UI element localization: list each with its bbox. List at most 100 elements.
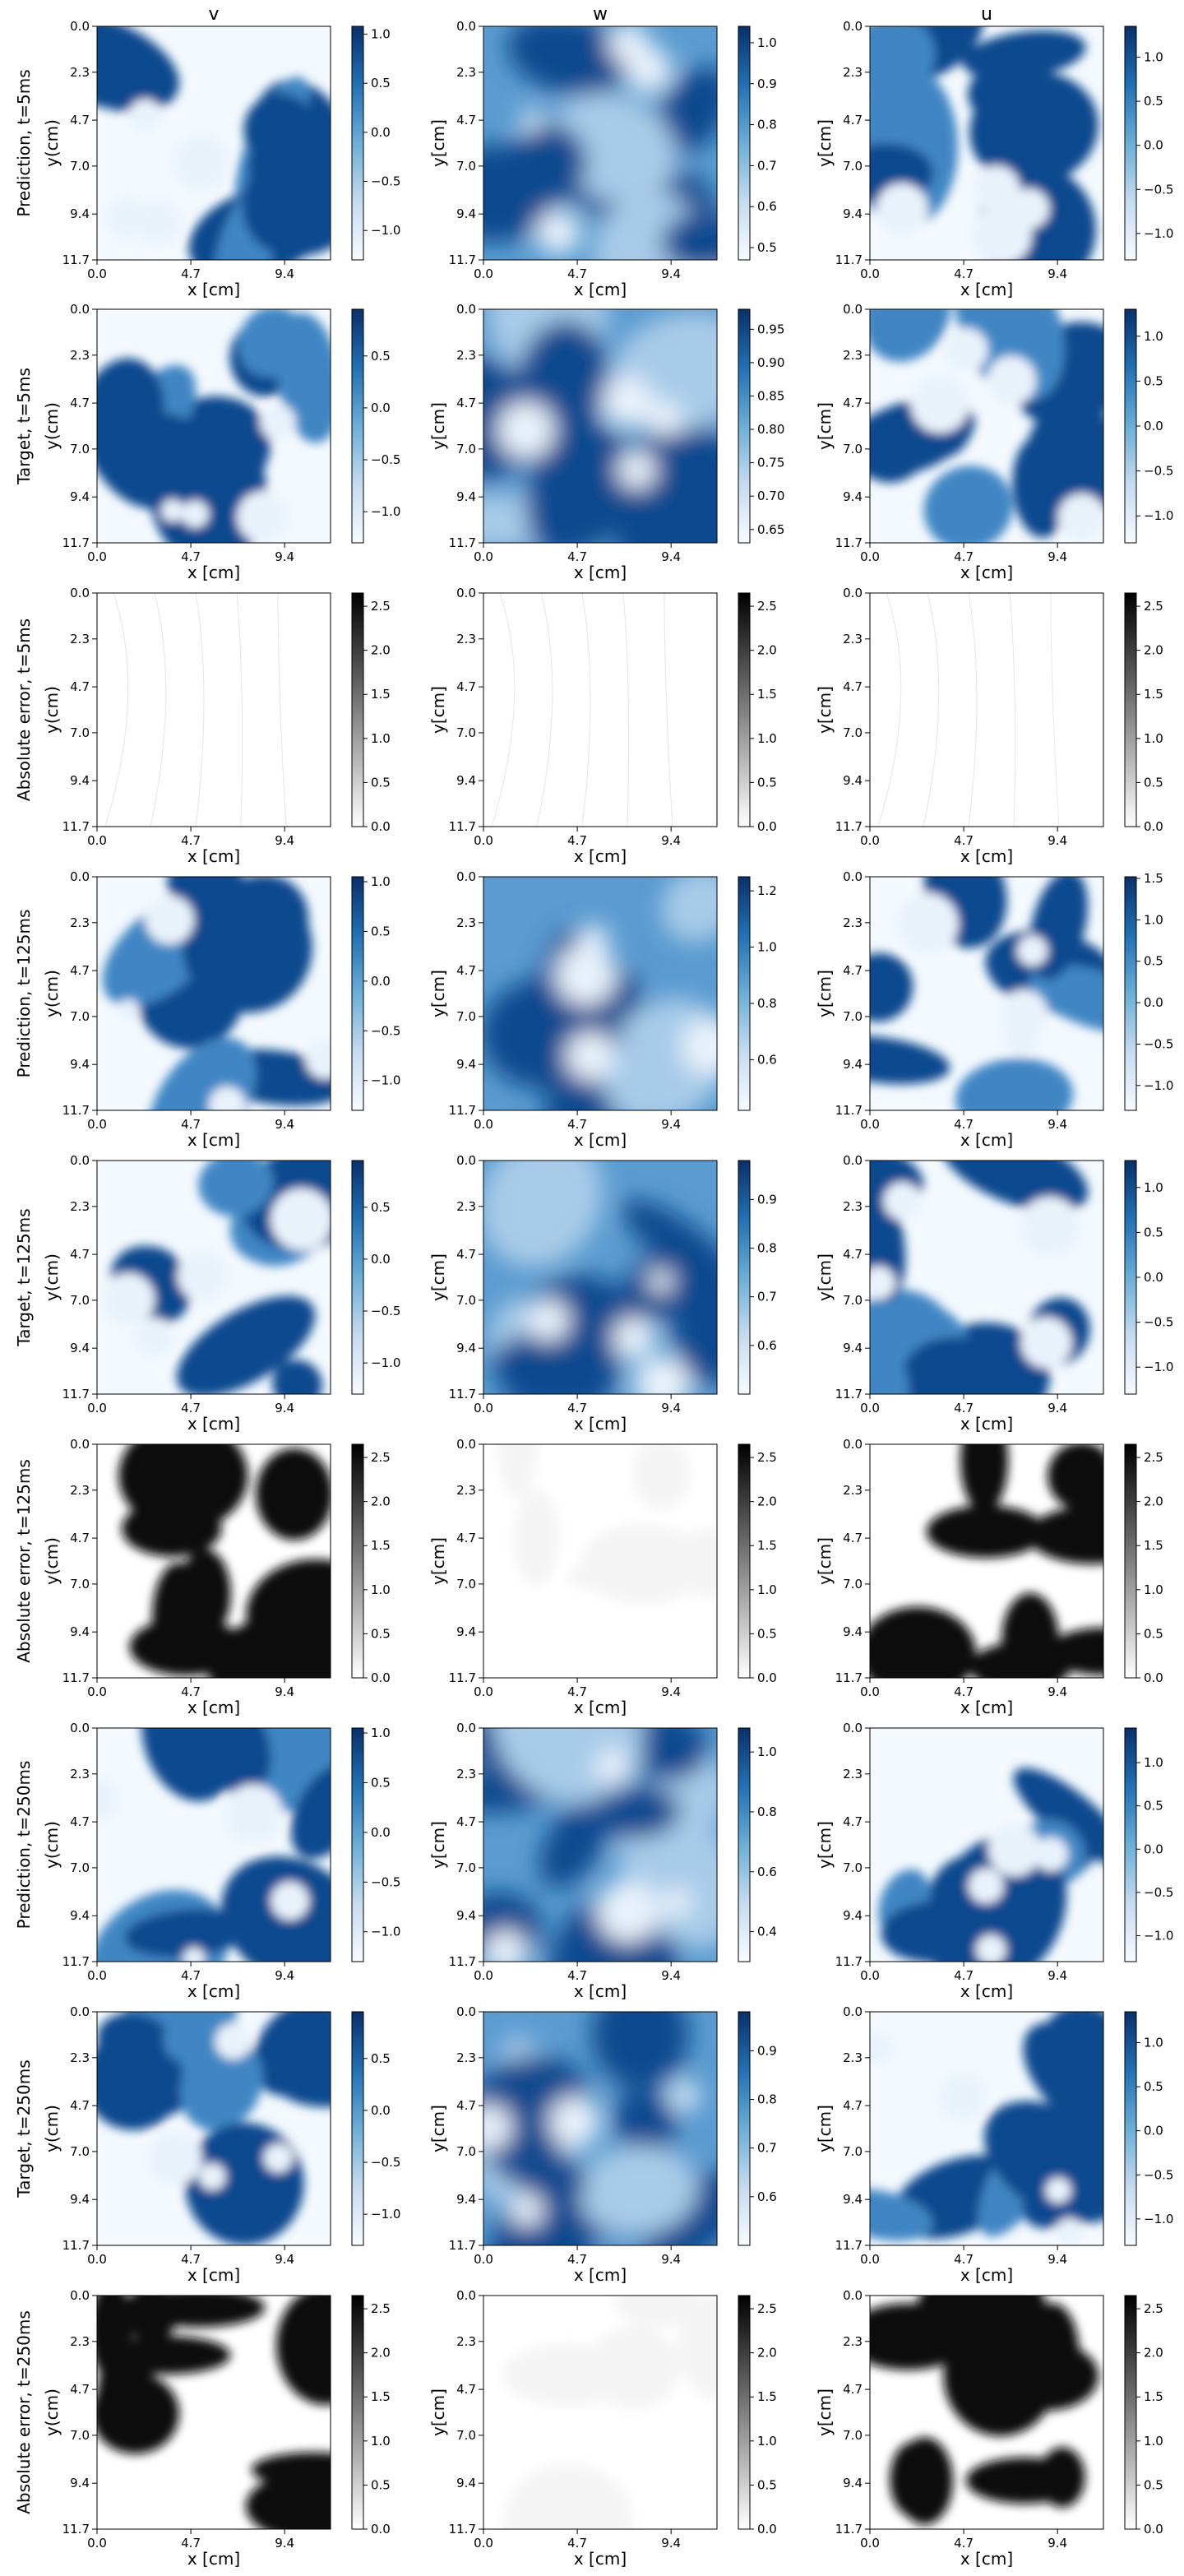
y-tick-label: 9.4: [70, 1057, 90, 1072]
y-tick-label: 7.0: [70, 1293, 90, 1308]
colorbar-tick-label: 2.5: [1144, 2301, 1163, 2316]
y-tick-label: 4.7: [456, 679, 476, 694]
y-tick-label: 7.0: [843, 159, 863, 174]
x-axis-label: x [cm]: [960, 1981, 1013, 2001]
y-tick-label: 11.7: [62, 2522, 90, 2537]
plot-frame: [96, 2011, 331, 2246]
colorbar: [351, 1160, 364, 1395]
colorbar-tick-label: 0.0: [1144, 2124, 1163, 2138]
heatmap-image: [870, 2012, 1103, 2245]
x-tick-label: 4.7: [954, 549, 974, 564]
x-tick-label: 9.4: [1048, 1117, 1067, 1132]
colorbar-tick-label: 0.6: [757, 1338, 777, 1353]
colorbar: [351, 2295, 364, 2530]
colorbar-tick-label: 1.5: [1144, 687, 1163, 702]
colorbar-tick-label: 1.5: [371, 687, 391, 702]
x-tick-label: 4.7: [567, 266, 587, 281]
plot-frame: [869, 2011, 1104, 2246]
y-tick-label: 9.4: [843, 1341, 863, 1355]
x-tick-label: 9.4: [275, 1684, 294, 1699]
x-tick-label: 9.4: [661, 2536, 681, 2551]
panel-r2-c0: 0.0 4.7 9.4 x [cm] 0.0 2.3 4.7 7.0 9.4 11.7 y(cm) A…: [14, 586, 391, 866]
colorbar-tick-label: 0.6: [757, 2189, 777, 2204]
y-tick-label: 4.7: [843, 1814, 863, 1829]
colorbar-tick-label: −1.0: [371, 1925, 400, 1939]
x-axis-label: x [cm]: [960, 563, 1013, 582]
x-tick-label: 4.7: [181, 1968, 201, 1983]
x-tick-label: 9.4: [275, 2536, 294, 2551]
x-tick-label: 4.7: [181, 1117, 201, 1132]
y-axis-label: y(cm): [42, 119, 62, 167]
colorbar-tick-label: 2.5: [757, 599, 777, 614]
colorbar-tick-label: 2.5: [1144, 1450, 1163, 1465]
y-axis-label: y[cm]: [815, 686, 835, 734]
y-tick-label: 11.7: [835, 1103, 863, 1118]
plot-frame: [483, 592, 718, 827]
x-tick-label: 9.4: [661, 1401, 681, 1415]
colorbar: [738, 876, 751, 1111]
panel-r6-c1: 0.0 4.7 9.4 x [cm] 0.0 2.3 4.7 7.0 9.4 11.7 y[cm] 1…: [428, 1721, 777, 2001]
y-tick-label: 11.7: [449, 1954, 476, 1969]
y-tick-label: 0.0: [843, 2004, 863, 2019]
colorbar: [1124, 592, 1137, 827]
colorbar-tick-label: 1.5: [757, 687, 777, 702]
colorbar-tick-label: 1.0: [757, 1582, 777, 1597]
y-tick-label: 4.7: [843, 1531, 863, 1545]
heatmap-image: [97, 1161, 331, 1394]
heatmap-image: [97, 877, 331, 1110]
heatmap-image: [97, 593, 331, 827]
y-tick-label: 11.7: [835, 1387, 863, 1402]
colorbar-tick-label: −1.0: [1144, 508, 1173, 523]
colorbar-tick-label: 0.5: [1144, 373, 1163, 388]
colorbar-tick-label: 0.0: [371, 819, 391, 834]
x-axis-label: x [cm]: [187, 2265, 240, 2285]
y-tick-label: 9.4: [456, 1057, 476, 1072]
x-tick-label: 4.7: [181, 2536, 201, 2551]
x-tick-label: 9.4: [661, 1968, 681, 1983]
y-tick-label: 9.4: [456, 1624, 476, 1639]
heatmap-image: [97, 309, 331, 543]
y-tick-label: 9.4: [843, 1908, 863, 1923]
colorbar-tick-label: −1.0: [371, 223, 400, 238]
heatmap-image: [483, 593, 717, 827]
y-tick-label: 2.3: [843, 2334, 863, 2349]
colorbar-tick-label: 2.5: [371, 1450, 391, 1465]
colorbar-tick-label: 0.5: [371, 2477, 391, 2492]
x-tick-label: 9.4: [1048, 2252, 1067, 2267]
panel-r6-c0: 0.0 4.7 9.4 x [cm] 0.0 2.3 4.7 7.0 9.4 11.7 y(cm) P…: [14, 1721, 400, 2001]
panel-r8-c0: 0.0 4.7 9.4 x [cm] 0.0 2.3 4.7 7.0 9.4 11.7 y(cm) A…: [14, 2288, 391, 2569]
x-tick-label: 4.7: [954, 1401, 974, 1415]
colorbar: [1124, 1727, 1137, 1962]
x-axis-label: x [cm]: [187, 1130, 240, 1150]
x-tick-label: 0.0: [860, 2536, 880, 2551]
x-axis-label: x [cm]: [187, 2549, 240, 2569]
y-tick-label: 4.7: [843, 1247, 863, 1262]
y-tick-label: 2.3: [456, 1767, 476, 1781]
colorbar-tick-label: 1.0: [371, 27, 391, 42]
colorbar-tick-label: 0.5: [371, 1626, 391, 1641]
x-tick-label: 4.7: [954, 1968, 974, 1983]
y-tick-label: 2.3: [70, 2050, 90, 2065]
y-axis-label: y[cm]: [428, 119, 448, 167]
y-tick-label: 11.7: [449, 2238, 476, 2253]
y-axis-label: y(cm): [42, 2105, 62, 2152]
x-tick-label: 9.4: [1048, 1968, 1067, 1983]
colorbar-tick-label: 1.0: [757, 1744, 777, 1759]
panel-r2-c2: 0.0 4.7 9.4 x [cm] 0.0 2.3 4.7 7.0 9.4 11.7 y[cm] 2…: [815, 586, 1163, 866]
x-tick-label: 9.4: [661, 1684, 681, 1699]
y-axis-label: y[cm]: [428, 686, 448, 734]
colorbar-tick-label: 0.70: [757, 489, 784, 503]
colorbar-tick-label: 1.0: [1144, 2036, 1163, 2050]
x-tick-label: 0.0: [87, 833, 107, 848]
y-tick-label: 9.4: [843, 489, 863, 504]
y-tick-label: 7.0: [456, 725, 476, 740]
colorbar-tick-label: 1.0: [371, 2434, 391, 2449]
colorbar-tick-label: −0.5: [371, 174, 400, 189]
y-tick-label: 4.7: [843, 2382, 863, 2397]
colorbar-tick-label: 0.0: [1144, 419, 1163, 433]
colorbar-tick-label: −0.5: [1144, 1885, 1173, 1900]
y-axis-label: y[cm]: [815, 1253, 835, 1301]
y-tick-label: 2.3: [70, 65, 90, 80]
colorbar-tick-label: 0.5: [371, 349, 391, 364]
colorbar-tick-label: 1.5: [757, 1538, 777, 1553]
